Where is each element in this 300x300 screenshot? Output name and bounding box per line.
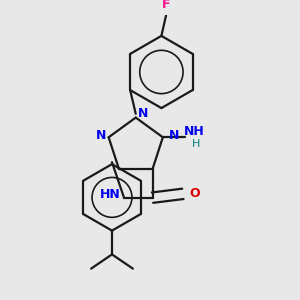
Text: NH: NH (184, 125, 205, 138)
Text: F: F (162, 0, 170, 11)
Text: N: N (138, 107, 148, 120)
Text: N: N (96, 129, 106, 142)
Text: N: N (169, 129, 179, 142)
Text: O: O (189, 187, 200, 200)
Text: HN: HN (100, 188, 121, 201)
Text: H: H (192, 139, 200, 149)
